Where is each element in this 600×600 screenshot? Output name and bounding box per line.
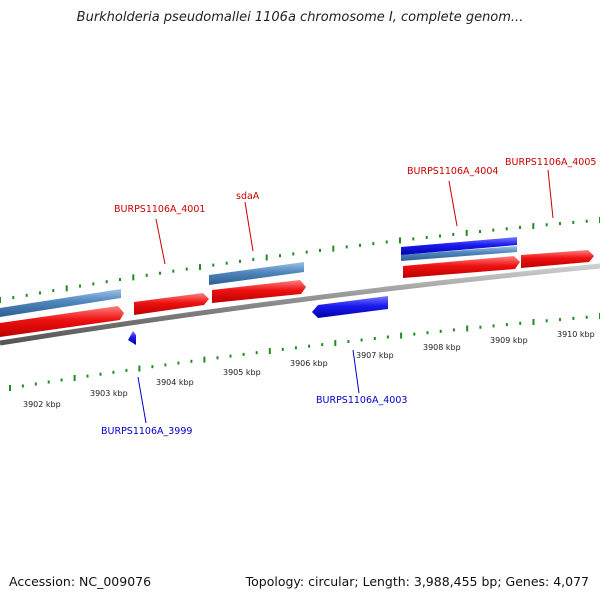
- ruler-label: 3907 kbp: [356, 351, 394, 360]
- ruler-ticks-outer: [0, 217, 600, 303]
- feature-steelblue[interactable]: [0, 289, 121, 317]
- gene-reverse[interactable]: [128, 331, 136, 345]
- chromosome-backbone: [0, 263, 600, 346]
- gene-forward[interactable]: [403, 256, 520, 278]
- gene-label-reverse[interactable]: BURPS1106A_4003: [316, 395, 407, 406]
- leader-line: [244, 201, 254, 252]
- gene-forward[interactable]: [0, 306, 124, 337]
- leader-line: [448, 180, 458, 227]
- ruler-label: 3903 kbp: [90, 389, 128, 398]
- ruler-ticks-inner: [9, 313, 600, 391]
- ruler-label: 3904 kbp: [156, 378, 194, 387]
- gene-reverse[interactable]: [312, 296, 388, 318]
- ruler-label: 3908 kbp: [423, 343, 461, 352]
- leader-line: [352, 349, 360, 394]
- accession-text: Accession: NC_009076: [9, 574, 152, 589]
- ruler-label: 3905 kbp: [223, 368, 261, 377]
- label-leaders: [137, 169, 554, 424]
- ruler-label: 3902 kbp: [23, 400, 61, 409]
- gene-forward[interactable]: [212, 280, 306, 303]
- ruler-label: 3906 kbp: [290, 359, 328, 368]
- leader-line: [547, 169, 554, 219]
- feature-blue-outer[interactable]: [401, 237, 517, 255]
- gene-label-forward[interactable]: BURPS1106A_4004: [407, 166, 498, 177]
- gene-forward[interactable]: [521, 250, 594, 268]
- genome-stats-text: Topology: circular; Length: 3,988,455 bp…: [245, 574, 589, 589]
- ruler-labels: 3902 kbp 3903 kbp 3904 kbp 3905 kbp 3906…: [23, 330, 595, 409]
- ruler-label: 3909 kbp: [490, 336, 528, 345]
- ruler-label: 3910 kbp: [557, 330, 595, 339]
- leader-line: [155, 218, 166, 265]
- gene-label-reverse[interactable]: BURPS1106A_3999: [101, 426, 192, 437]
- gene-label-forward[interactable]: BURPS1106A_4005: [505, 157, 596, 168]
- feature-steelblue[interactable]: [401, 246, 517, 261]
- genome-title: Burkholderia pseudomallei 1106a chromoso…: [76, 10, 524, 25]
- leader-line: [137, 376, 147, 424]
- feature-steelblue[interactable]: [209, 262, 304, 285]
- gene-label-forward[interactable]: BURPS1106A_4001: [114, 204, 205, 215]
- gene-forward[interactable]: [134, 293, 209, 315]
- gene-label-forward[interactable]: sdaA: [236, 191, 260, 202]
